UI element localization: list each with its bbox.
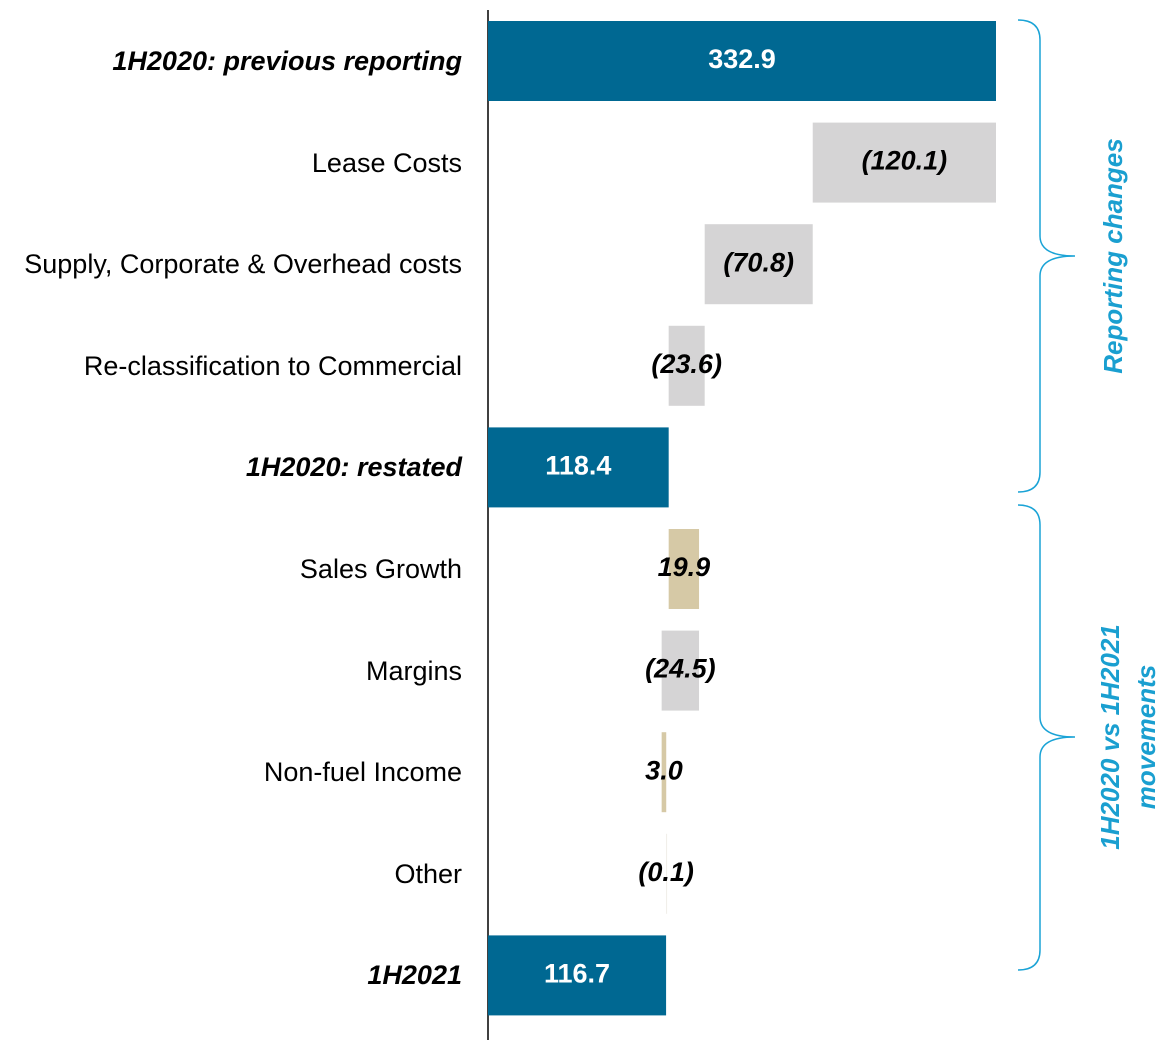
annotation: movements (1131, 665, 1161, 810)
bar (488, 935, 667, 1016)
bracket (1017, 504, 1076, 971)
category-label: Margins (0, 654, 462, 686)
category-label: 1H2020: previous reporting (0, 45, 462, 77)
bar (488, 21, 996, 101)
category-label: Supply, Corporate & Overhead costs (0, 248, 462, 280)
bar (668, 529, 700, 609)
bar (704, 224, 813, 305)
value-label: (120.1) (862, 146, 948, 176)
category-text: Re-classification to Commercial (83, 350, 462, 381)
value-label: 116.7 (544, 959, 610, 989)
category-text: Non-fuel Income (263, 756, 462, 787)
value-label: 332.9 (708, 44, 776, 74)
value-label: (23.6) (651, 349, 722, 379)
bracket (1017, 19, 1076, 493)
category-text: 1H2020: previous reporting (112, 45, 462, 76)
category-text: Sales Growth (299, 553, 462, 584)
annotation: 1H2020 vs 1H2021 (1095, 624, 1125, 850)
category-text: 1H2020: restated (245, 452, 462, 483)
category-text: Lease Costs (311, 147, 462, 178)
value-label: 3.0 (645, 755, 683, 785)
bar (488, 427, 669, 508)
value-label: (0.1) (638, 857, 694, 887)
bar (668, 325, 705, 406)
category-text: Supply, Corporate & Overhead costs (24, 248, 462, 279)
value-label: 118.4 (545, 451, 611, 481)
value-label: (70.8) (723, 247, 794, 277)
bar (666, 833, 668, 914)
category-label: Re-classification to Commercial (0, 350, 462, 382)
bar (661, 732, 667, 813)
category-label: 1H2020: restated (0, 451, 462, 483)
category-label: Non-fuel Income (0, 756, 462, 788)
category-label: Lease Costs (0, 146, 462, 178)
value-label: 19.9 (658, 552, 711, 582)
category-label: Other (0, 858, 462, 890)
value-label: (24.5) (645, 654, 716, 684)
category-text: Other (394, 858, 462, 889)
bar (661, 630, 700, 711)
category-text: Margins (365, 655, 462, 686)
bar (812, 122, 996, 203)
category-text: 1H2021 (367, 960, 462, 991)
category-label: 1H2021 (0, 959, 462, 991)
category-label: Sales Growth (0, 553, 462, 585)
annotation: Reporting changes (1098, 138, 1128, 373)
